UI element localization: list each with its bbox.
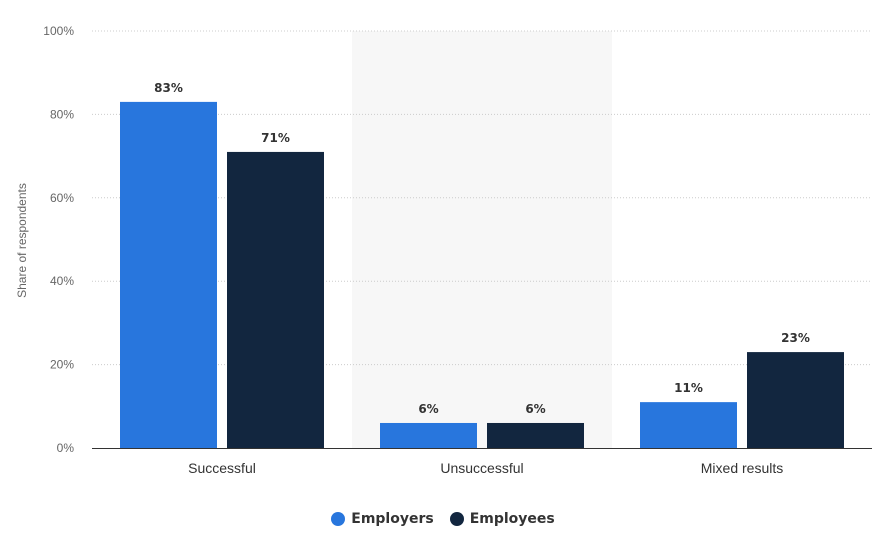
legend-swatch <box>331 512 346 526</box>
data-label: 23% <box>781 331 810 345</box>
data-label: 6% <box>525 402 545 416</box>
legend-label: Employees <box>469 511 555 527</box>
y-tick-label: 40% <box>50 274 74 288</box>
bar-employers-unsuccessful[interactable] <box>380 422 477 448</box>
category-highlight-band <box>352 31 612 448</box>
bar-employees-mixed-results[interactable] <box>747 352 844 448</box>
data-label: 11% <box>674 381 703 395</box>
legend-item-employers[interactable]: Employers <box>331 511 434 527</box>
y-tick-label: 60% <box>50 191 74 205</box>
y-axis-label: Share of respondents <box>15 183 29 298</box>
legend-label: Employers <box>351 511 434 527</box>
y-tick-label: 0% <box>57 441 75 455</box>
legend-swatch <box>449 512 464 526</box>
bar-employees-successful[interactable] <box>227 151 324 448</box>
bar-employers-successful[interactable] <box>120 101 217 448</box>
x-category-label: Mixed results <box>701 460 783 476</box>
legend: Employers Employees <box>0 508 886 530</box>
bars <box>120 101 844 448</box>
legend-item-employees[interactable]: Employees <box>449 511 555 527</box>
bar-employees-unsuccessful[interactable] <box>487 422 584 448</box>
x-category-label: Unsuccessful <box>440 460 523 476</box>
x-axis-categories: Successful Unsuccessful Mixed results <box>188 460 783 476</box>
data-label: 83% <box>154 81 183 95</box>
data-label: 6% <box>418 402 438 416</box>
x-category-label: Successful <box>188 460 256 476</box>
y-axis-ticks: 0% 20% 40% 60% 80% 100% <box>43 24 74 455</box>
bar-employers-mixed-results[interactable] <box>640 402 737 448</box>
data-labels: 83% 71% 6% 6% 11% 23% <box>154 81 810 416</box>
y-tick-label: 80% <box>50 107 74 121</box>
y-tick-label: 100% <box>43 24 74 38</box>
data-label: 71% <box>261 131 290 145</box>
y-tick-label: 20% <box>50 358 74 372</box>
gridlines <box>92 30 872 366</box>
